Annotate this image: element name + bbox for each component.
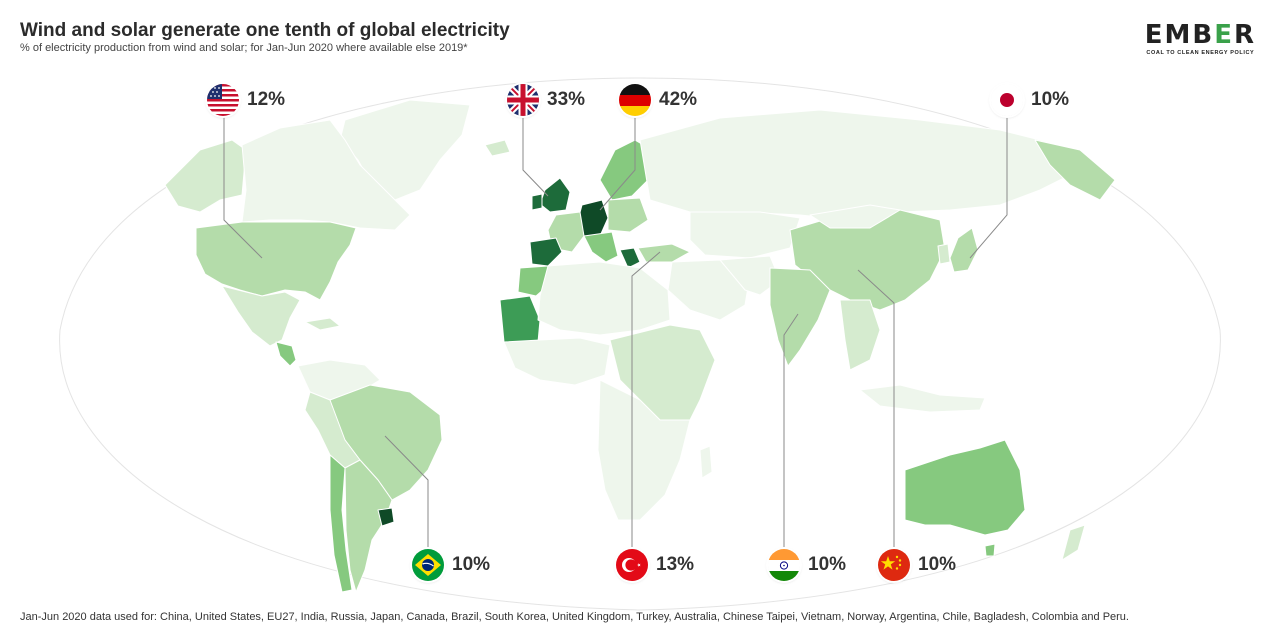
callout-brazil: 10% (412, 548, 490, 582)
germany-share-value: 42% (659, 89, 698, 110)
callout-india: 10% (768, 548, 846, 582)
region-indonesia (859, 384, 986, 413)
region-canada (241, 119, 411, 231)
logo-tagline: COAL TO CLEAN ENERGY POLICY (1146, 50, 1255, 56)
region-caribbean (304, 317, 341, 331)
india-flag-icon (768, 549, 800, 581)
callout-china: 10% (878, 548, 956, 582)
japan-flag-icon (991, 84, 1023, 116)
uk-share-value: 33% (547, 89, 586, 110)
leader-line-turkey (631, 251, 661, 550)
china-share-value: 10% (918, 554, 957, 575)
usa-flag-icon (207, 84, 239, 116)
region-india (769, 267, 831, 367)
callout-usa: 12% (207, 83, 285, 117)
region-korea (937, 243, 951, 265)
region-united-kingdom (539, 177, 571, 213)
callout-germany: 42% (619, 83, 697, 117)
logo-word-part-c: R (1233, 20, 1256, 50)
leader-line-usa (223, 116, 263, 259)
region-greece (619, 247, 641, 269)
japan-share-value: 10% (1031, 89, 1070, 110)
leader-line-china (857, 269, 895, 550)
uk-flag-icon (507, 84, 539, 116)
logo-word-part-b: E (1214, 20, 1234, 50)
region-united-states (195, 221, 357, 301)
region-ireland (531, 193, 543, 211)
region-japan (949, 227, 979, 273)
usa-share-value: 12% (247, 89, 286, 110)
region-uruguay (377, 507, 395, 527)
region-iberia (529, 237, 563, 267)
callout-turkey: 13% (616, 548, 694, 582)
region-new-zealand (1061, 524, 1086, 561)
leader-line-india (783, 313, 799, 550)
region-iceland (484, 139, 511, 157)
leader-line-germany (599, 116, 636, 211)
region-russia (639, 109, 1071, 221)
region-mexico (221, 285, 301, 347)
region-chile (329, 454, 353, 593)
region-east-europe (607, 197, 649, 233)
turkey-share-value: 13% (656, 554, 695, 575)
brazil-flag-icon (412, 549, 444, 581)
turkey-flag-icon (616, 549, 648, 581)
region-mauritania (499, 295, 541, 343)
region-tasmania (984, 543, 996, 557)
region-australia (904, 439, 1026, 536)
germany-flag-icon (619, 84, 651, 116)
region-central-america (275, 341, 297, 367)
region-mongolia (809, 204, 901, 229)
region-alaska (164, 139, 247, 213)
globe-outline (59, 77, 1221, 611)
region-central-asia (689, 211, 801, 259)
region-far-east (1034, 139, 1116, 201)
region-north-africa (537, 261, 671, 336)
region-southeast-asia (839, 299, 881, 371)
page-subtitle: % of electricity production from wind an… (20, 42, 468, 54)
region-central-europe (583, 231, 619, 263)
region-east-africa (609, 324, 716, 421)
logo-word-part-a: EMB (1144, 20, 1215, 50)
callout-uk: 33% (507, 83, 585, 117)
logo-wordmark: EMBER (1145, 22, 1256, 48)
leader-line-japan (969, 116, 1008, 259)
footnote: Jan-Jun 2020 data used for: China, Unite… (20, 611, 1129, 623)
page-title: Wind and solar generate one tenth of glo… (20, 20, 510, 41)
region-madagascar (699, 445, 713, 479)
brazil-share-value: 10% (452, 554, 491, 575)
leader-line-uk (522, 116, 549, 197)
ember-logo: EMBER COAL TO CLEAN ENERGY POLICY (1145, 22, 1256, 56)
region-argentina (344, 459, 393, 593)
region-west-africa (503, 337, 611, 386)
leader-line-brazil (384, 435, 429, 550)
callout-japan: 10% (991, 83, 1069, 117)
india-share-value: 10% (808, 554, 847, 575)
leader-lines (223, 116, 1008, 550)
region-southern-africa (597, 379, 691, 521)
region-turkey (637, 243, 691, 263)
china-flag-icon (878, 549, 910, 581)
